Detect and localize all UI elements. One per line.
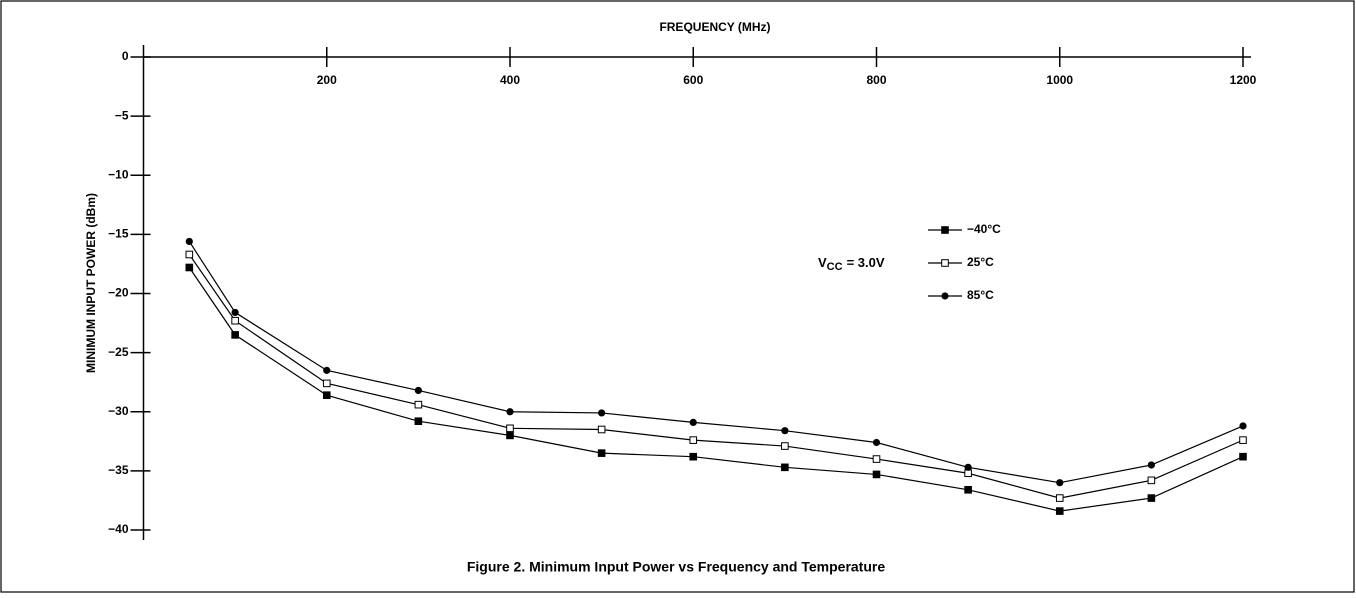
y-tick-label: −35 [108, 463, 129, 477]
point [1239, 452, 1247, 461]
point [597, 425, 606, 434]
point [506, 424, 514, 433]
series-line [188, 241, 1244, 484]
legend-marker [941, 292, 949, 300]
point [1055, 507, 1064, 515]
x-axis-label: FREQUENCY (MHz) [659, 20, 770, 34]
point [414, 400, 423, 409]
y-tick-label: −25 [108, 345, 129, 359]
chart-title: Figure 2. Minimum Input Power vs Frequen… [467, 559, 885, 575]
point [185, 237, 193, 246]
point [1147, 476, 1156, 485]
legend-label: 85°C [967, 288, 994, 302]
y-tick-label: −10 [108, 167, 129, 181]
point [964, 485, 972, 494]
point [323, 366, 331, 374]
y-tick-label: −15 [108, 227, 129, 241]
annotation-base: V [818, 255, 827, 270]
point [872, 470, 881, 479]
legend-marker [941, 259, 949, 267]
legend-marker [941, 226, 949, 234]
annotation: VCC = 3.0V [818, 255, 885, 272]
point [185, 263, 194, 272]
point [964, 469, 972, 478]
x-tick-label: 400 [500, 73, 520, 87]
legend-label: −40°C [967, 222, 1001, 236]
point [1239, 436, 1247, 444]
point [1239, 422, 1247, 430]
y-tick-label: −20 [108, 286, 129, 300]
point [1147, 494, 1156, 502]
point [506, 431, 514, 440]
annotation-text: = 3.0V [847, 255, 885, 270]
point [689, 418, 697, 426]
y-axis-label: MINIMUM INPUT POWER (dBm) [84, 193, 98, 373]
x-tick-label: 200 [317, 73, 337, 87]
point [231, 316, 239, 325]
series-line [188, 267, 1244, 512]
y-tick-label: −30 [108, 404, 129, 418]
annotation-subscript: CC [827, 261, 843, 273]
point [781, 442, 789, 450]
point [964, 463, 972, 471]
point [689, 452, 698, 461]
y-tick-label: 0 [122, 49, 129, 63]
point [872, 438, 881, 447]
point [781, 463, 789, 472]
point [1055, 494, 1064, 502]
y-tick-label: −5 [115, 108, 129, 122]
point [322, 391, 331, 399]
x-tick-label: 800 [866, 73, 886, 87]
point [872, 455, 881, 463]
point [781, 427, 789, 435]
series-line [188, 254, 1244, 499]
point [689, 436, 698, 444]
point [506, 408, 514, 416]
point [414, 417, 423, 426]
point [414, 386, 422, 395]
point [231, 331, 239, 339]
point [231, 308, 239, 317]
legend-label: 25°C [967, 255, 994, 269]
point [597, 449, 606, 457]
y-tick-label: −40 [108, 522, 129, 536]
x-tick-label: 600 [683, 73, 703, 87]
point [1147, 461, 1155, 469]
x-tick-label: 1000 [1046, 73, 1073, 87]
point [598, 409, 606, 417]
point [1056, 479, 1064, 487]
point [185, 250, 194, 259]
x-tick-label: 1200 [1230, 73, 1257, 87]
point [322, 379, 331, 388]
